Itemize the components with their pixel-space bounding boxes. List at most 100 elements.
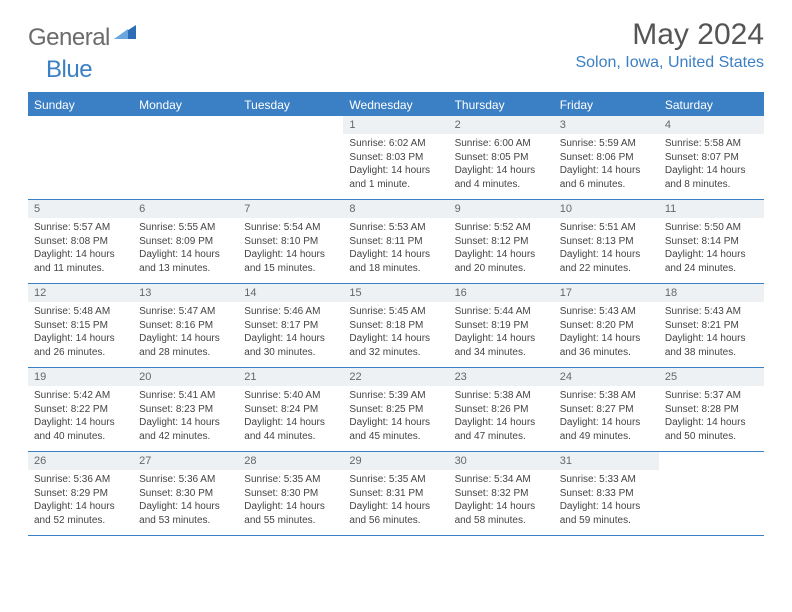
daylight-line: Daylight: 14 hours and 52 minutes. (34, 500, 127, 527)
daylight-line: Daylight: 14 hours and 36 minutes. (560, 332, 653, 359)
sunrise-line: Sunrise: 5:33 AM (560, 473, 653, 487)
day-number: 6 (133, 200, 238, 218)
day-info (659, 470, 764, 535)
sunrise-line: Sunrise: 5:51 AM (560, 221, 653, 235)
day-info: Sunrise: 5:51 AMSunset: 8:13 PMDaylight:… (554, 218, 659, 283)
day-of-week-header: Tuesday (238, 94, 343, 116)
day-info: Sunrise: 5:35 AMSunset: 8:31 PMDaylight:… (343, 470, 448, 535)
day-info: Sunrise: 5:55 AMSunset: 8:09 PMDaylight:… (133, 218, 238, 283)
calendar-day-cell: 19Sunrise: 5:42 AMSunset: 8:22 PMDayligh… (28, 368, 133, 451)
weeks-container: 1Sunrise: 6:02 AMSunset: 8:03 PMDaylight… (28, 116, 764, 536)
sunrise-line: Sunrise: 5:55 AM (139, 221, 232, 235)
sunrise-line: Sunrise: 5:40 AM (244, 389, 337, 403)
sunset-line: Sunset: 8:19 PM (455, 319, 548, 333)
sunset-line: Sunset: 8:32 PM (455, 487, 548, 501)
calendar-day-cell: 21Sunrise: 5:40 AMSunset: 8:24 PMDayligh… (238, 368, 343, 451)
sunset-line: Sunset: 8:05 PM (455, 151, 548, 165)
calendar-day-cell: 20Sunrise: 5:41 AMSunset: 8:23 PMDayligh… (133, 368, 238, 451)
day-number: 3 (554, 116, 659, 134)
calendar-week-row: 1Sunrise: 6:02 AMSunset: 8:03 PMDaylight… (28, 116, 764, 200)
day-info: Sunrise: 5:38 AMSunset: 8:26 PMDaylight:… (449, 386, 554, 451)
day-number: 15 (343, 284, 448, 302)
month-title: May 2024 (575, 18, 764, 52)
calendar-day-cell: 14Sunrise: 5:46 AMSunset: 8:17 PMDayligh… (238, 284, 343, 367)
calendar-day-cell: 25Sunrise: 5:37 AMSunset: 8:28 PMDayligh… (659, 368, 764, 451)
day-info: Sunrise: 5:52 AMSunset: 8:12 PMDaylight:… (449, 218, 554, 283)
sunset-line: Sunset: 8:30 PM (139, 487, 232, 501)
calendar-day-cell: 18Sunrise: 5:43 AMSunset: 8:21 PMDayligh… (659, 284, 764, 367)
logo-triangle-icon (114, 23, 136, 44)
calendar-day-cell: 8Sunrise: 5:53 AMSunset: 8:11 PMDaylight… (343, 200, 448, 283)
daylight-line: Daylight: 14 hours and 11 minutes. (34, 248, 127, 275)
sunrise-line: Sunrise: 5:52 AM (455, 221, 548, 235)
daylight-line: Daylight: 14 hours and 38 minutes. (665, 332, 758, 359)
daylight-line: Daylight: 14 hours and 40 minutes. (34, 416, 127, 443)
day-number: 11 (659, 200, 764, 218)
daylight-line: Daylight: 14 hours and 44 minutes. (244, 416, 337, 443)
calendar-day-cell: 9Sunrise: 5:52 AMSunset: 8:12 PMDaylight… (449, 200, 554, 283)
day-info: Sunrise: 5:59 AMSunset: 8:06 PMDaylight:… (554, 134, 659, 199)
calendar-week-row: 12Sunrise: 5:48 AMSunset: 8:15 PMDayligh… (28, 284, 764, 368)
day-number: 16 (449, 284, 554, 302)
sunrise-line: Sunrise: 5:38 AM (560, 389, 653, 403)
sunrise-line: Sunrise: 5:43 AM (665, 305, 758, 319)
day-number: 23 (449, 368, 554, 386)
day-info: Sunrise: 5:41 AMSunset: 8:23 PMDaylight:… (133, 386, 238, 451)
day-info: Sunrise: 5:50 AMSunset: 8:14 PMDaylight:… (659, 218, 764, 283)
day-number: 18 (659, 284, 764, 302)
calendar-day-cell: 7Sunrise: 5:54 AMSunset: 8:10 PMDaylight… (238, 200, 343, 283)
calendar-day-cell: 16Sunrise: 5:44 AMSunset: 8:19 PMDayligh… (449, 284, 554, 367)
day-info: Sunrise: 5:54 AMSunset: 8:10 PMDaylight:… (238, 218, 343, 283)
logo-text-general: General (28, 24, 110, 52)
calendar-day-cell: 22Sunrise: 5:39 AMSunset: 8:25 PMDayligh… (343, 368, 448, 451)
calendar-day-cell: 4Sunrise: 5:58 AMSunset: 8:07 PMDaylight… (659, 116, 764, 199)
day-info: Sunrise: 5:33 AMSunset: 8:33 PMDaylight:… (554, 470, 659, 535)
calendar-grid: SundayMondayTuesdayWednesdayThursdayFrid… (28, 92, 764, 536)
calendar-day-cell: 28Sunrise: 5:35 AMSunset: 8:30 PMDayligh… (238, 452, 343, 535)
day-info: Sunrise: 5:43 AMSunset: 8:21 PMDaylight:… (659, 302, 764, 367)
sunset-line: Sunset: 8:16 PM (139, 319, 232, 333)
daylight-line: Daylight: 14 hours and 28 minutes. (139, 332, 232, 359)
sunset-line: Sunset: 8:21 PM (665, 319, 758, 333)
sunrise-line: Sunrise: 5:42 AM (34, 389, 127, 403)
daylight-line: Daylight: 14 hours and 30 minutes. (244, 332, 337, 359)
calendar-day-cell: 26Sunrise: 5:36 AMSunset: 8:29 PMDayligh… (28, 452, 133, 535)
sunrise-line: Sunrise: 6:00 AM (455, 137, 548, 151)
sunset-line: Sunset: 8:12 PM (455, 235, 548, 249)
day-of-week-header: Sunday (28, 94, 133, 116)
daylight-line: Daylight: 14 hours and 15 minutes. (244, 248, 337, 275)
calendar-day-cell: 3Sunrise: 5:59 AMSunset: 8:06 PMDaylight… (554, 116, 659, 199)
day-number: 24 (554, 368, 659, 386)
day-number: 12 (28, 284, 133, 302)
sunset-line: Sunset: 8:11 PM (349, 235, 442, 249)
day-info: Sunrise: 5:44 AMSunset: 8:19 PMDaylight:… (449, 302, 554, 367)
daylight-line: Daylight: 14 hours and 22 minutes. (560, 248, 653, 275)
sunset-line: Sunset: 8:25 PM (349, 403, 442, 417)
daylight-line: Daylight: 14 hours and 32 minutes. (349, 332, 442, 359)
sunset-line: Sunset: 8:03 PM (349, 151, 442, 165)
day-info: Sunrise: 5:53 AMSunset: 8:11 PMDaylight:… (343, 218, 448, 283)
day-info: Sunrise: 5:36 AMSunset: 8:29 PMDaylight:… (28, 470, 133, 535)
daylight-line: Daylight: 14 hours and 59 minutes. (560, 500, 653, 527)
calendar-page: General May 2024 Solon, Iowa, United Sta… (0, 0, 792, 554)
day-number: 22 (343, 368, 448, 386)
sunrise-line: Sunrise: 5:36 AM (139, 473, 232, 487)
title-block: May 2024 Solon, Iowa, United States (575, 18, 764, 72)
logo-text-blue: Blue (46, 56, 92, 84)
calendar-day-cell: 6Sunrise: 5:55 AMSunset: 8:09 PMDaylight… (133, 200, 238, 283)
calendar-day-cell: 17Sunrise: 5:43 AMSunset: 8:20 PMDayligh… (554, 284, 659, 367)
day-of-week-header: Thursday (449, 94, 554, 116)
day-of-week-row: SundayMondayTuesdayWednesdayThursdayFrid… (28, 94, 764, 116)
day-info (238, 134, 343, 199)
sunset-line: Sunset: 8:26 PM (455, 403, 548, 417)
day-number: 19 (28, 368, 133, 386)
day-info: Sunrise: 5:48 AMSunset: 8:15 PMDaylight:… (28, 302, 133, 367)
sunrise-line: Sunrise: 5:45 AM (349, 305, 442, 319)
sunset-line: Sunset: 8:20 PM (560, 319, 653, 333)
day-info (133, 134, 238, 199)
day-info: Sunrise: 5:45 AMSunset: 8:18 PMDaylight:… (343, 302, 448, 367)
calendar-day-cell: 24Sunrise: 5:38 AMSunset: 8:27 PMDayligh… (554, 368, 659, 451)
location-label: Solon, Iowa, United States (575, 54, 764, 72)
calendar-week-row: 5Sunrise: 5:57 AMSunset: 8:08 PMDaylight… (28, 200, 764, 284)
calendar-day-cell: 2Sunrise: 6:00 AMSunset: 8:05 PMDaylight… (449, 116, 554, 199)
